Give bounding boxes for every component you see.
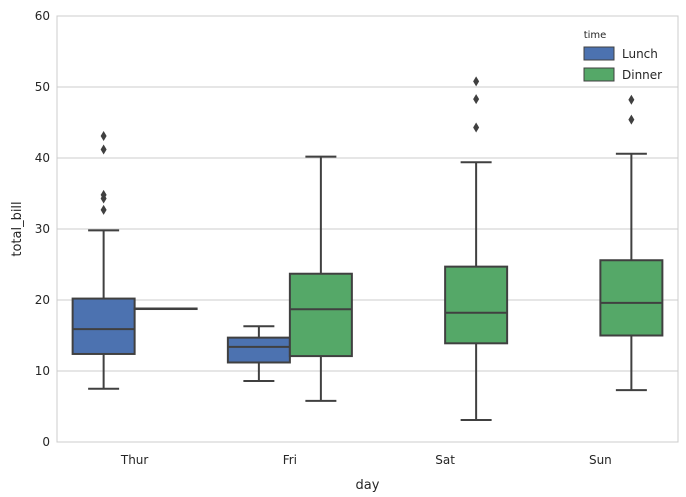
y-tick-label-20: 20: [35, 293, 50, 307]
legend: time Lunch Dinner: [583, 30, 662, 82]
outlier-lunch-thur-3: [100, 144, 107, 155]
box-body-lunch-thur: [71, 297, 136, 355]
x-tick-label-sat: Sat: [435, 453, 455, 467]
y-tick-labels: 0 10 20 30 40 50 60: [35, 9, 50, 449]
outlier-dinner-sat-2: [473, 76, 480, 87]
box-dinner-thur: [133, 307, 198, 311]
outlier-dinner-sun-1: [628, 94, 635, 105]
x-tick-label-thur: Thur: [120, 453, 149, 467]
outlier-lunch-thur-2: [100, 189, 107, 200]
outlier-dinner-sat-0: [473, 122, 480, 133]
x-axis-title: day: [356, 478, 380, 493]
legend-label-dinner: Dinner: [622, 68, 662, 82]
y-axis-title: total_bill: [10, 201, 25, 256]
outlier-lunch-thur-0: [100, 204, 107, 215]
y-tick-label-10: 10: [35, 364, 50, 378]
outlier-dinner-sat-1: [473, 94, 480, 105]
legend-label-lunch: Lunch: [622, 47, 658, 61]
y-tick-label-60: 60: [35, 9, 50, 23]
y-tick-label-0: 0: [42, 435, 50, 449]
x-tick-label-fri: Fri: [283, 453, 297, 467]
legend-swatch-lunch: [583, 46, 615, 61]
outlier-lunch-thur-4: [100, 130, 107, 141]
y-tick-label-30: 30: [35, 222, 50, 236]
x-tick-labels: Thur Fri Sat Sun: [120, 453, 612, 467]
outlier-dinner-sun-0: [628, 114, 635, 125]
box-lunch-thur: [71, 130, 136, 390]
box-body-dinner-fri: [288, 272, 353, 358]
y-tick-label-40: 40: [35, 151, 50, 165]
y-tick-label-50: 50: [35, 80, 50, 94]
box-body-dinner-sat: [444, 265, 509, 345]
legend-title: time: [584, 30, 607, 41]
legend-swatch-dinner: [583, 67, 615, 82]
box-dinner-sun: [599, 94, 664, 392]
box-dinner-sat: [444, 76, 509, 421]
box-lunch-fri: [226, 325, 291, 382]
box-body-dinner-sun: [599, 259, 664, 337]
x-tick-label-sun: Sun: [589, 453, 612, 467]
box-body-lunch-fri: [226, 336, 291, 364]
plot-frame: [56, 15, 679, 443]
box-series: [71, 76, 664, 421]
box-dinner-fri: [288, 155, 353, 402]
